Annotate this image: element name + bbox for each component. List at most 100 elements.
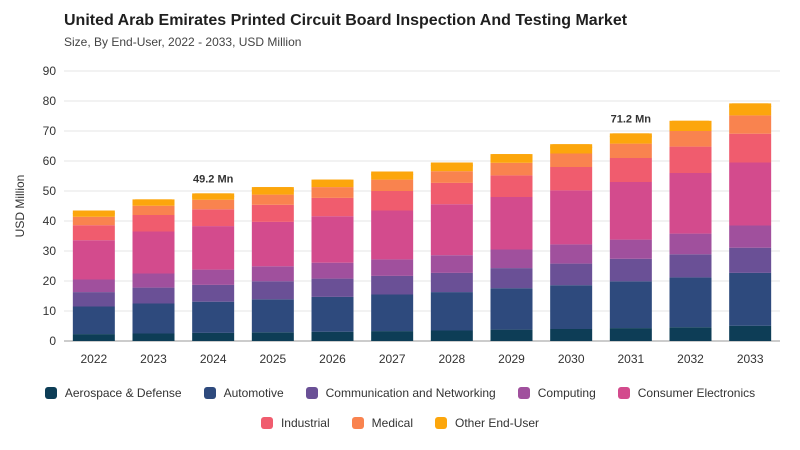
bar-segment (72, 216, 115, 226)
bar-segment (490, 162, 533, 176)
bar-segment (371, 275, 414, 295)
bar-segment (251, 221, 294, 267)
bar-segment (371, 294, 414, 332)
bar-segment (251, 299, 294, 333)
bar-segment (192, 332, 235, 341)
legend-label: Aerospace & Defense (64, 386, 182, 400)
bar-segment (371, 331, 414, 341)
bar-segment (550, 244, 593, 264)
bar-segment (132, 215, 175, 232)
x-tick-label: 2022 (80, 352, 107, 366)
chart-title: United Arab Emirates Printed Circuit Boa… (64, 12, 628, 29)
bar-segment (729, 247, 772, 273)
x-tick-label: 2024 (200, 352, 227, 366)
bar-segment (311, 197, 354, 217)
y-tick-label: 30 (43, 244, 57, 258)
bar-segment (669, 173, 712, 234)
x-tick-label: 2029 (498, 352, 525, 366)
legend-swatch (617, 387, 630, 399)
bar-segment (729, 162, 772, 226)
legend-label: Medical (371, 416, 414, 430)
bar-segment (72, 279, 115, 293)
legend-item: Computing (517, 386, 596, 400)
bar-segment (729, 225, 772, 248)
bar-segment (72, 306, 115, 335)
bar-segment (430, 182, 473, 205)
bar-top-cap (669, 120, 712, 127)
bar-segment (430, 171, 473, 183)
bar-top-cap (609, 133, 652, 140)
legend-swatch (351, 417, 364, 429)
bar-top-cap (72, 210, 115, 217)
bar-segment (132, 287, 175, 304)
bar-segment (311, 278, 354, 297)
legend-row-1: Aerospace & Defense Automotive Communicati… (0, 386, 800, 400)
bar-segment (371, 191, 414, 211)
bar-segment (430, 255, 473, 273)
bar-segment (729, 272, 772, 326)
bar-segment (729, 115, 772, 134)
legend-label: Industrial (280, 416, 330, 430)
bar-segment (192, 209, 235, 227)
chart-subtitle: Size, By End-User, 2022 - 2033, USD Mill… (64, 35, 302, 49)
legend-swatch (260, 417, 273, 429)
bar-segment (729, 133, 772, 163)
bar-segment (371, 210, 414, 260)
y-tick-label: 10 (43, 304, 57, 318)
x-tick-label: 2033 (737, 352, 764, 366)
bar-segment (311, 331, 354, 341)
bar-segment (311, 296, 354, 332)
bar-segment (251, 204, 294, 222)
bar-segment (669, 327, 712, 341)
bar-segment (550, 190, 593, 245)
bar-segment (430, 204, 473, 256)
bar-segment (669, 233, 712, 255)
bar-top-cap (251, 187, 294, 194)
bar-segment (371, 259, 414, 276)
bar-segment (669, 146, 712, 173)
bar-segment (251, 332, 294, 341)
x-tick-label: 2032 (677, 352, 704, 366)
bar-segment (72, 240, 115, 280)
bar-segment (609, 239, 652, 259)
data-label: 49.2 Mn (193, 173, 234, 185)
legend-label: Consumer Electronics (637, 386, 756, 400)
bar-segment (490, 197, 533, 250)
y-tick-label: 60 (43, 154, 57, 168)
x-tick-label: 2030 (558, 352, 585, 366)
bar-segment (609, 328, 652, 341)
legend-label: Other End-User (455, 416, 540, 430)
x-tick-label: 2026 (319, 352, 346, 366)
bar-segment (430, 292, 473, 331)
bar-segment (132, 333, 175, 341)
bar-segment (490, 329, 533, 341)
legend-item: Consumer Electronics (617, 386, 756, 400)
bar-segment (251, 194, 294, 205)
bar-segment (490, 268, 533, 289)
bar-segment (192, 284, 235, 302)
bar-segment (550, 167, 593, 191)
bar-segment (490, 175, 533, 197)
x-tick-label: 2023 (140, 352, 167, 366)
y-tick-label: 20 (43, 274, 57, 288)
y-tick-label: 90 (43, 64, 57, 78)
bar-segment (311, 216, 354, 263)
bar-segment (550, 153, 593, 167)
x-tick-label: 2027 (379, 352, 406, 366)
bar-segment (729, 325, 772, 341)
bar-segment (251, 266, 294, 282)
bar-segment (550, 285, 593, 329)
legend-label: Automotive (223, 386, 284, 400)
y-tick-label: 70 (43, 124, 57, 138)
legend-item: Other End-User (435, 416, 539, 430)
legend-item: Medical (351, 416, 414, 430)
bar-segment (609, 281, 652, 329)
bar-segment (311, 262, 354, 279)
legend-row-2: Industrial Medical Other End-User (0, 416, 800, 430)
legend-swatch (44, 387, 57, 399)
bar-segment (550, 263, 593, 286)
bar-top-cap (311, 179, 354, 186)
legend-swatch (517, 387, 530, 399)
bar-segment (132, 205, 175, 215)
